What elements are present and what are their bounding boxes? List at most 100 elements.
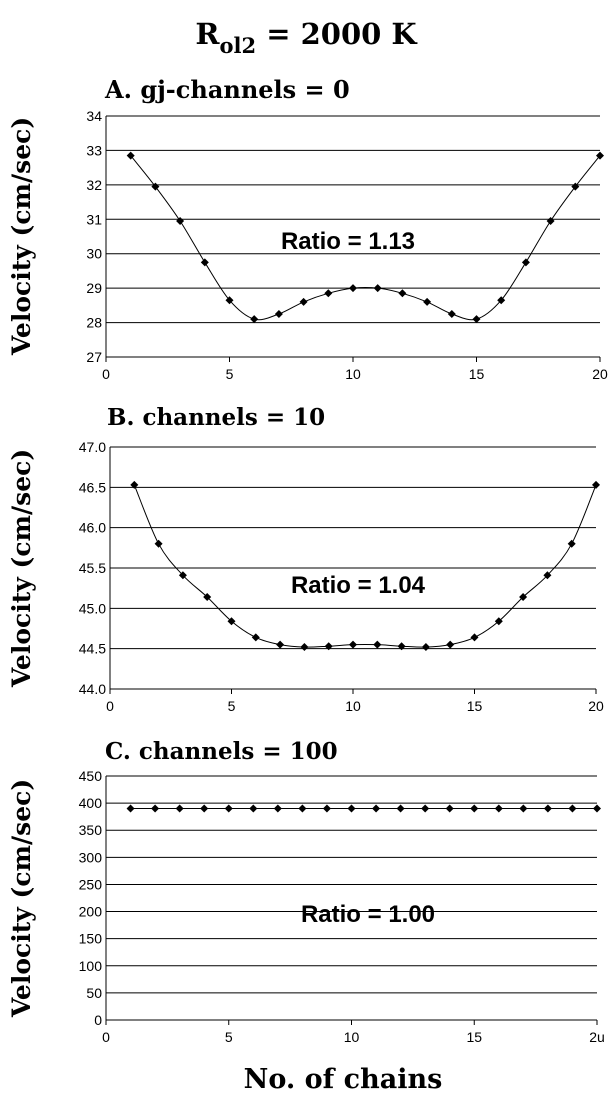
data-point (203, 593, 212, 602)
data-point (251, 633, 260, 642)
data-point (298, 804, 307, 813)
data-point (494, 804, 503, 813)
x-tick-label: 20 (588, 698, 604, 714)
data-point (543, 804, 552, 813)
data-point (349, 284, 357, 293)
panel-title: A. gj-channels = 0 (104, 75, 350, 104)
series-line (133, 484, 597, 648)
data-point (593, 804, 601, 813)
data-point (300, 643, 309, 652)
x-tick-label: 2u (589, 1029, 605, 1045)
data-point (398, 289, 407, 298)
data-point (546, 217, 555, 226)
data-point (151, 804, 160, 813)
y-tick-label: 28 (86, 315, 102, 331)
data-point (224, 804, 233, 813)
data-point (130, 480, 139, 489)
data-point (175, 804, 184, 813)
data-point (178, 571, 187, 580)
chart-panels: A. gj-channels = 0 27 28 29 30 31 32 33 34 0 5 10 15… (7, 75, 608, 1045)
x-tick-label: 10 (345, 366, 361, 382)
data-point (324, 642, 333, 651)
figure-title: Rol2 = 2000 K (195, 17, 418, 58)
data-point (299, 297, 308, 306)
x-tick-label: 5 (228, 698, 236, 714)
y-tick-label: 29 (86, 280, 102, 296)
y-tick-label: 31 (86, 211, 102, 227)
data-point (497, 296, 506, 305)
ratio-annotation: Ratio = 1.00 (301, 901, 435, 928)
x-tick-label: 5 (225, 1029, 233, 1045)
data-point (373, 640, 382, 649)
y-tick-label: 150 (79, 931, 103, 947)
data-point (567, 539, 576, 548)
data-point (126, 151, 135, 160)
data-point (200, 258, 209, 267)
data-point (126, 804, 135, 813)
data-point (445, 804, 454, 813)
data-point (373, 284, 382, 293)
x-tick-label: 0 (102, 1029, 110, 1045)
data-point (249, 804, 258, 813)
data-point (324, 289, 333, 298)
data-point (227, 617, 236, 626)
data-point (151, 182, 160, 191)
data-point (276, 640, 285, 649)
x-tick-label: 15 (467, 698, 483, 714)
data-point (250, 315, 259, 324)
data-point (176, 217, 185, 226)
data-point (421, 804, 430, 813)
y-tick-label: 200 (79, 904, 103, 920)
series-line (130, 155, 601, 321)
chart-panel-b: B. channels = 10 44.0 44.5 45.0 45.5 46.0 46.5… (7, 404, 604, 714)
panel-title: C. channels = 100 (105, 738, 338, 765)
y-tick-label: 100 (79, 958, 103, 974)
y-tick-label: 350 (79, 822, 103, 838)
y-tick-label: 50 (86, 985, 102, 1001)
data-point (472, 315, 481, 324)
data-point (470, 804, 479, 813)
y-tick-label: 250 (79, 876, 103, 892)
data-point (571, 182, 580, 191)
y-tick-label: 47.0 (79, 439, 106, 455)
y-tick-label: 45.0 (79, 600, 106, 616)
y-tick-label: 450 (79, 768, 103, 784)
chart-panel-a: A. gj-channels = 0 27 28 29 30 31 32 33 34 0 5 10 15… (7, 75, 608, 382)
y-tick-label: 44.0 (79, 681, 106, 697)
figure-title-rest: = 2000 K (256, 17, 418, 51)
data-point (423, 297, 432, 306)
data-point (397, 642, 406, 651)
data-point (421, 643, 430, 652)
data-point (521, 258, 530, 267)
data-point (349, 640, 357, 649)
data-point (273, 804, 282, 813)
data-point (347, 804, 356, 813)
x-tick-label: 10 (344, 1029, 360, 1045)
data-point (596, 151, 604, 160)
data-point (154, 539, 163, 548)
data-point (519, 804, 528, 813)
data-point (470, 633, 479, 642)
y-tick-label: 0 (94, 1012, 102, 1028)
x-tick-label: 10 (345, 698, 361, 714)
y-tick-label: 33 (86, 142, 102, 158)
y-tick-label: 300 (79, 849, 103, 865)
y-axis-label: Velocity (cm/sec) (7, 779, 36, 1018)
data-point (200, 804, 209, 813)
x-tick-label: 20 (592, 366, 608, 382)
x-tick-label: 15 (469, 366, 485, 382)
data-point (274, 309, 283, 318)
data-point (396, 804, 405, 813)
data-point (592, 480, 600, 489)
x-tick-label: 0 (106, 698, 114, 714)
data-point (225, 296, 234, 305)
x-axis-label: No. of chains (244, 1064, 443, 1095)
data-point (322, 804, 331, 813)
y-tick-label: 46.5 (79, 479, 106, 495)
data-point (519, 593, 528, 602)
data-point (494, 617, 503, 626)
panel-title: B. channels = 10 (107, 404, 325, 431)
y-tick-label: 32 (86, 177, 102, 193)
figure-title-main: R (195, 17, 220, 51)
